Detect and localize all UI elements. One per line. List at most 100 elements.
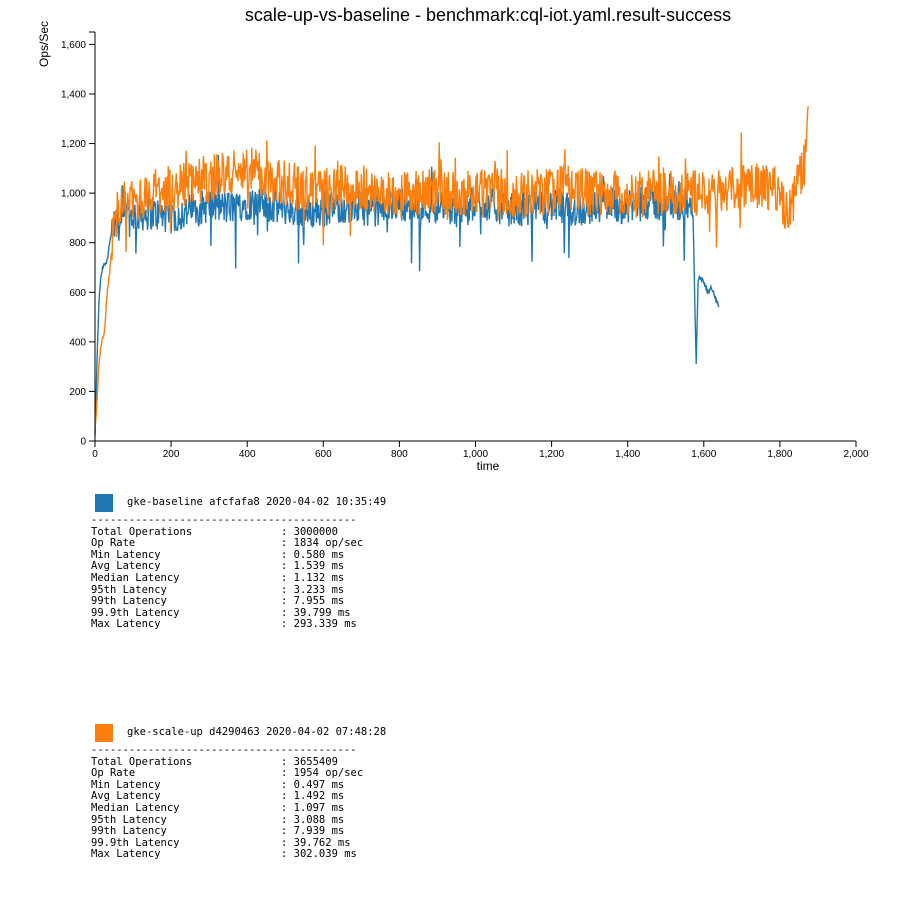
y-tick: 200 xyxy=(69,387,95,398)
stat-row: Median Latency : 1.132 ms xyxy=(91,571,386,585)
stat-row: 95th Latency: 3.088 ms xyxy=(91,813,386,827)
x-tick: 800 xyxy=(391,441,408,460)
stat-key: Avg Latency xyxy=(91,560,161,573)
x-axis: 0 200 400 600 800 1,000 1,200 1,400 1,600 1,800 2,… xyxy=(92,440,869,460)
stat-key: Median Latency xyxy=(91,571,180,584)
y-tick-label: 1,600 xyxy=(61,40,86,51)
series-line-gke-scale-up xyxy=(94,106,810,432)
stat-key: Median Latency xyxy=(91,801,180,814)
x-tick-label: 400 xyxy=(239,449,256,460)
scaleup-separator: ----------------------------------------… xyxy=(91,744,357,756)
stat-row: 95th Latency : 3.233 ms xyxy=(91,583,386,597)
stat-value: : 1.097 ms xyxy=(281,801,345,814)
stat-row: 99th Latency: 7.939 ms xyxy=(91,826,386,838)
y-tick-label: 200 xyxy=(69,387,86,398)
stat-value: : 302.039 ms xyxy=(281,848,357,861)
stat-row: Min Latency: 0.497 ms xyxy=(91,778,386,792)
stat-value: : 1.492 ms xyxy=(281,790,345,803)
y-tick-label: 1,400 xyxy=(61,89,86,100)
y-tick-label: 400 xyxy=(69,337,86,348)
stat-row: Median Latency : 1.097 ms xyxy=(91,801,386,815)
x-tick: 1,600 xyxy=(691,441,717,460)
x-tick: 2,000 xyxy=(843,441,869,460)
stat-value: : 3.233 ms xyxy=(281,583,345,596)
stat-row: Avg Latency : 1.539 ms xyxy=(91,561,386,573)
stat-key: Avg Latency xyxy=(91,790,161,803)
y-tick: 1,000 xyxy=(61,189,95,200)
x-tick-label: 1,200 xyxy=(539,449,564,460)
stat-key: 99.9th Latency xyxy=(91,606,180,619)
baseline-color-swatch xyxy=(95,494,113,512)
y-tick-label: 0 xyxy=(80,437,86,448)
stat-key: Op Rate xyxy=(91,767,136,780)
stat-value: : 1.132 ms xyxy=(281,571,345,584)
y-tick: 800 xyxy=(69,238,95,249)
y-tick: 0 xyxy=(80,437,95,448)
stat-key: Total Operations xyxy=(91,755,193,768)
baseline-separator: ----------------------------------------… xyxy=(91,514,357,526)
stat-value: : 3655409 xyxy=(281,755,338,768)
stat-value: : 7.955 ms xyxy=(281,595,345,608)
y-axis-label: Ops/Sec xyxy=(37,21,51,67)
y-tick-label: 1,200 xyxy=(61,139,86,150)
stat-value: : 293.339 ms xyxy=(281,618,357,631)
x-axis-label: time xyxy=(477,459,500,473)
stat-value: : 1954 op/sec xyxy=(281,767,364,780)
stat-row: Total Operations : 3000000 xyxy=(91,525,386,539)
y-tick: 1,600 xyxy=(61,40,95,51)
y-tick: 1,400 xyxy=(61,89,95,100)
stat-value: : 39.799 ms xyxy=(281,606,351,619)
stat-row: Min Latency : 0.580 ms xyxy=(91,548,386,562)
baseline-stats-block: gke-baseline afcfafa8 2020-04-02 10:35:4… xyxy=(91,493,386,631)
stat-key: Max Latency xyxy=(91,848,161,861)
stat-value: : 1834 op/sec xyxy=(281,537,364,550)
x-tick-label: 200 xyxy=(163,449,180,460)
y-tick: 400 xyxy=(69,337,95,348)
stat-value: : 3000000 xyxy=(281,525,338,538)
stat-value: : 3.088 ms xyxy=(281,813,345,826)
stat-key: Total Operations xyxy=(91,525,193,538)
x-tick: 0 xyxy=(92,441,98,460)
x-tick: 1,000 xyxy=(463,441,488,460)
stat-row: Op Rate : 1834 op/sec xyxy=(91,538,386,550)
stat-key: Max Latency xyxy=(91,618,161,631)
stat-row: Max Latency : 302.039 ms xyxy=(91,849,386,861)
stat-row: Max Latency : 293.339 ms xyxy=(91,619,386,631)
chart-title: scale-up-vs-baseline - benchmark:cql-iot… xyxy=(245,5,731,25)
stat-row: Op Rate : 1954 op/sec xyxy=(91,768,386,780)
scaleup-stats-rows: Total Operations : 3655409 Op Rate : 1954 o… xyxy=(91,755,386,861)
stat-row: Total Operations : 3655409 xyxy=(91,755,386,769)
x-tick-label: 1,800 xyxy=(767,449,792,460)
x-tick: 400 xyxy=(239,441,256,460)
scaleup-stats-block: gke-scale-up d4290463 2020-04-02 07:48:2… xyxy=(91,723,386,861)
stat-value: : 0.580 ms xyxy=(281,548,345,561)
stat-row: 99.9th Latency: 39.762 ms xyxy=(91,837,386,850)
x-tick-label: 2,000 xyxy=(843,449,868,460)
stat-value: : 1.539 ms xyxy=(281,560,345,573)
stat-value: : 0.497 ms xyxy=(281,778,345,791)
baseline-stats-rows: Total Operations : 3000000 Op Rate : 1834 o… xyxy=(91,525,386,631)
stat-row: Avg Latency : 1.492 ms xyxy=(91,791,386,803)
scaleup-run-label: gke-scale-up d4290463 2020-04-02 07:48:2… xyxy=(127,726,387,739)
x-tick: 600 xyxy=(315,441,332,460)
scaleup-stats-header: gke-scale-up d4290463 2020-04-02 07:48:2… xyxy=(91,723,386,743)
stat-value: : 7.939 ms xyxy=(281,825,345,838)
y-axis: 0 200 400 600 800 1,000 1,200 1,400 1,600 xyxy=(61,31,96,448)
plot-area xyxy=(94,106,810,436)
x-tick: 1,400 xyxy=(615,441,641,460)
x-tick: 200 xyxy=(163,441,180,460)
x-tick: 1,800 xyxy=(767,441,793,460)
y-tick-label: 800 xyxy=(69,238,86,249)
x-tick-label: 600 xyxy=(315,449,332,460)
baseline-run-label: gke-baseline afcfafa8 2020-04-02 10:35:4… xyxy=(127,496,387,509)
stat-key: 95th Latency xyxy=(91,583,167,596)
stat-row: 99.9th Latency : 39.799 ms xyxy=(91,606,386,620)
y-tick-label: 600 xyxy=(69,288,86,299)
stat-key: 99th Latency xyxy=(91,595,167,608)
stat-key: Op Rate xyxy=(91,537,136,550)
stat-key: Min Latency xyxy=(91,548,161,561)
ops-per-sec-chart: scale-up-vs-baseline - benchmark:cql-iot… xyxy=(37,5,869,473)
baseline-stats-header: gke-baseline afcfafa8 2020-04-02 10:35:4… xyxy=(91,493,386,513)
x-tick-label: 800 xyxy=(391,449,408,460)
scaleup-color-swatch xyxy=(95,724,113,742)
